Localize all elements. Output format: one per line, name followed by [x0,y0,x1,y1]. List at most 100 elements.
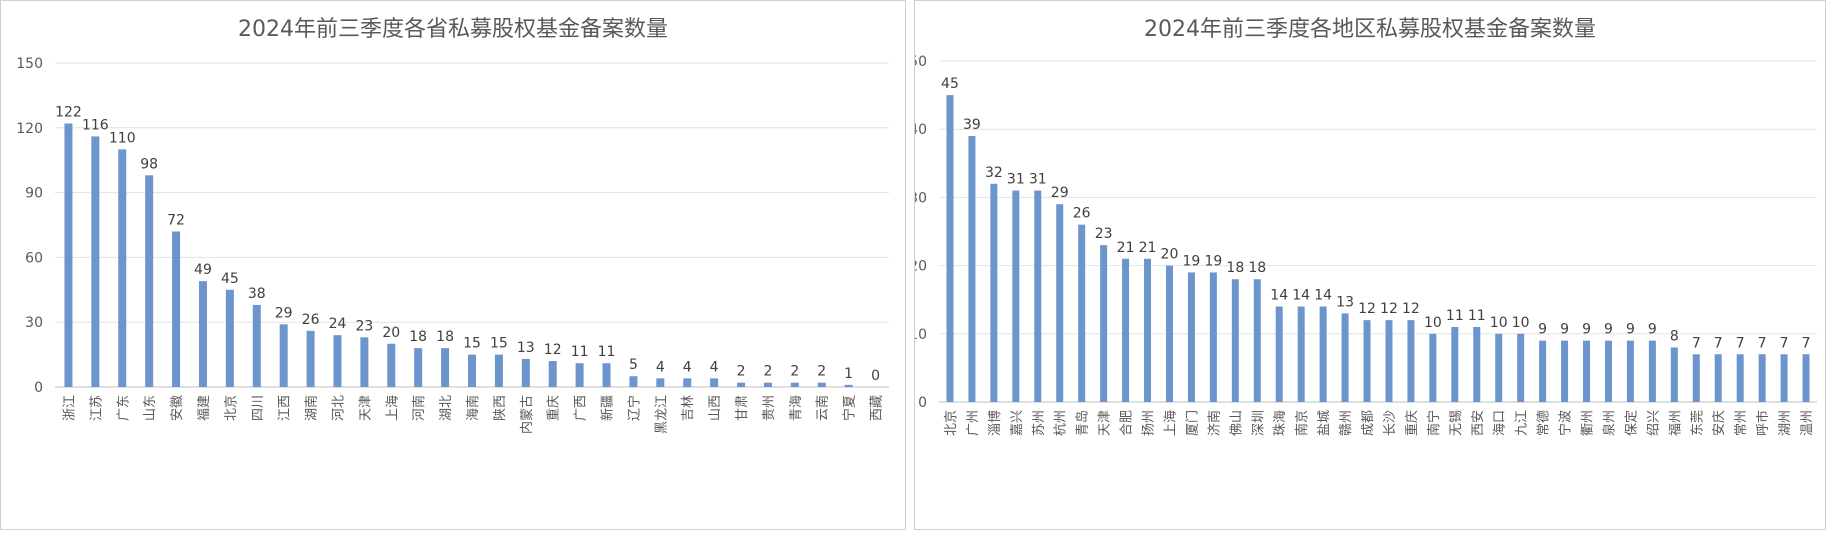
data-label: 2 [790,364,799,380]
x-tick-label: 西藏 [870,395,885,421]
data-label: 2 [817,364,826,380]
x-tick-label: 江苏 [88,395,104,421]
y-tick-label: 30 [25,315,43,331]
data-label: 13 [1336,294,1354,310]
bar [1583,340,1591,402]
data-label: 12 [1358,301,1376,317]
chart-title: 2024年前三季度各省私募股权基金备案数量 [238,17,668,42]
data-label: 7 [1736,335,1745,351]
x-tick-label: 衢州 [1581,410,1596,436]
bar [683,378,692,387]
bar [414,348,423,387]
x-tick-label: 吉林 [681,395,696,421]
chart-panel-regions: 2024年前三季度各地区私募股权基金备案数量 0 10 20 30 40 50 45 北京 39… [914,0,1826,530]
data-label: 45 [221,271,239,287]
x-tick-label: 嘉兴 [1010,410,1025,436]
data-label: 15 [463,336,481,352]
data-label: 4 [656,359,665,375]
bar [1692,354,1700,402]
x-tick-label: 上海 [1163,410,1178,436]
data-label: 18 [1248,260,1266,276]
bar [118,149,127,387]
bar [1012,190,1020,402]
x-tick-label: 宁波 [1558,410,1574,436]
x-tick-label: 新疆 [600,395,616,421]
bar [1714,354,1722,402]
data-label: 8 [1670,328,1679,344]
x-tick-label: 四川 [251,395,266,421]
data-label: 15 [490,336,508,352]
x-tick-label: 重庆 [1404,410,1420,436]
data-label: 24 [329,316,347,332]
y-tick-label: 10 [915,327,927,343]
bar [387,343,396,387]
data-label: 32 [985,165,1003,181]
x-tick-label: 内蒙古 [519,395,535,434]
bar [656,378,665,387]
data-label: 23 [1095,226,1113,242]
x-tick-label: 九江 [1515,410,1530,436]
data-label: 11 [598,344,616,360]
bar [990,183,998,402]
bar [1495,333,1503,402]
x-tick-label: 河北 [331,395,346,421]
bar [548,361,557,387]
bar [1561,340,1569,402]
data-label: 2 [763,364,772,380]
bar [1626,340,1634,402]
x-tick-label: 上海 [385,395,400,421]
bar [145,175,154,387]
y-tick-label: 0 [918,395,927,411]
data-label: 20 [1161,247,1179,263]
data-label: 13 [517,340,535,356]
data-label: 9 [1604,322,1613,338]
data-label: 45 [941,76,959,92]
y-tick-label: 120 [16,121,43,137]
data-label: 116 [82,117,109,133]
bar-chart-provinces: 0306090120150122浙江116江苏110广东98山东72安徽49福建… [16,56,889,434]
bar [1297,306,1305,402]
x-tick-label: 湖州 [1778,410,1793,436]
data-label: 110 [109,130,136,146]
bar [1253,279,1261,402]
data-label: 21 [1117,240,1135,256]
bar [1056,204,1064,402]
y-tick-label: 20 [915,259,927,275]
x-tick-label: 贵州 [762,395,777,421]
data-label: 31 [1007,172,1025,188]
x-tick-label: 重庆 [546,395,562,421]
x-tick-label: 天津 [358,395,373,421]
bar [790,382,799,387]
data-label: 20 [382,325,400,341]
x-tick-label: 保定 [1624,410,1639,436]
bar [1604,340,1612,402]
data-label: 72 [167,212,185,228]
x-tick-label: 淄博 [988,410,1003,436]
x-tick-label: 江西 [278,395,293,421]
x-tick-label: 呼市 [1755,410,1771,436]
data-label: 4 [683,359,692,375]
data-label: 10 [1512,315,1530,331]
y-tick-label: 40 [915,122,927,138]
x-tick-label: 浙江 [62,395,77,421]
bar [575,363,584,387]
bar [1363,320,1371,402]
data-label: 18 [409,329,427,345]
bar [1802,354,1810,402]
x-tick-label: 绍兴 [1646,410,1661,436]
bar [602,363,611,387]
data-label: 14 [1270,288,1288,304]
data-label: 29 [275,305,293,321]
bar [333,335,342,387]
x-tick-label: 河南 [411,395,427,421]
x-tick-label: 成都 [1361,410,1376,436]
x-tick-label: 辽宁 [626,395,642,421]
x-tick-label: 赣州 [1339,410,1354,436]
bar [1319,306,1327,402]
bar [306,330,315,387]
data-label: 9 [1538,322,1547,338]
bar [1275,306,1283,402]
bar [172,231,181,387]
bar [710,378,719,387]
y-tick-label: 0 [34,380,43,396]
